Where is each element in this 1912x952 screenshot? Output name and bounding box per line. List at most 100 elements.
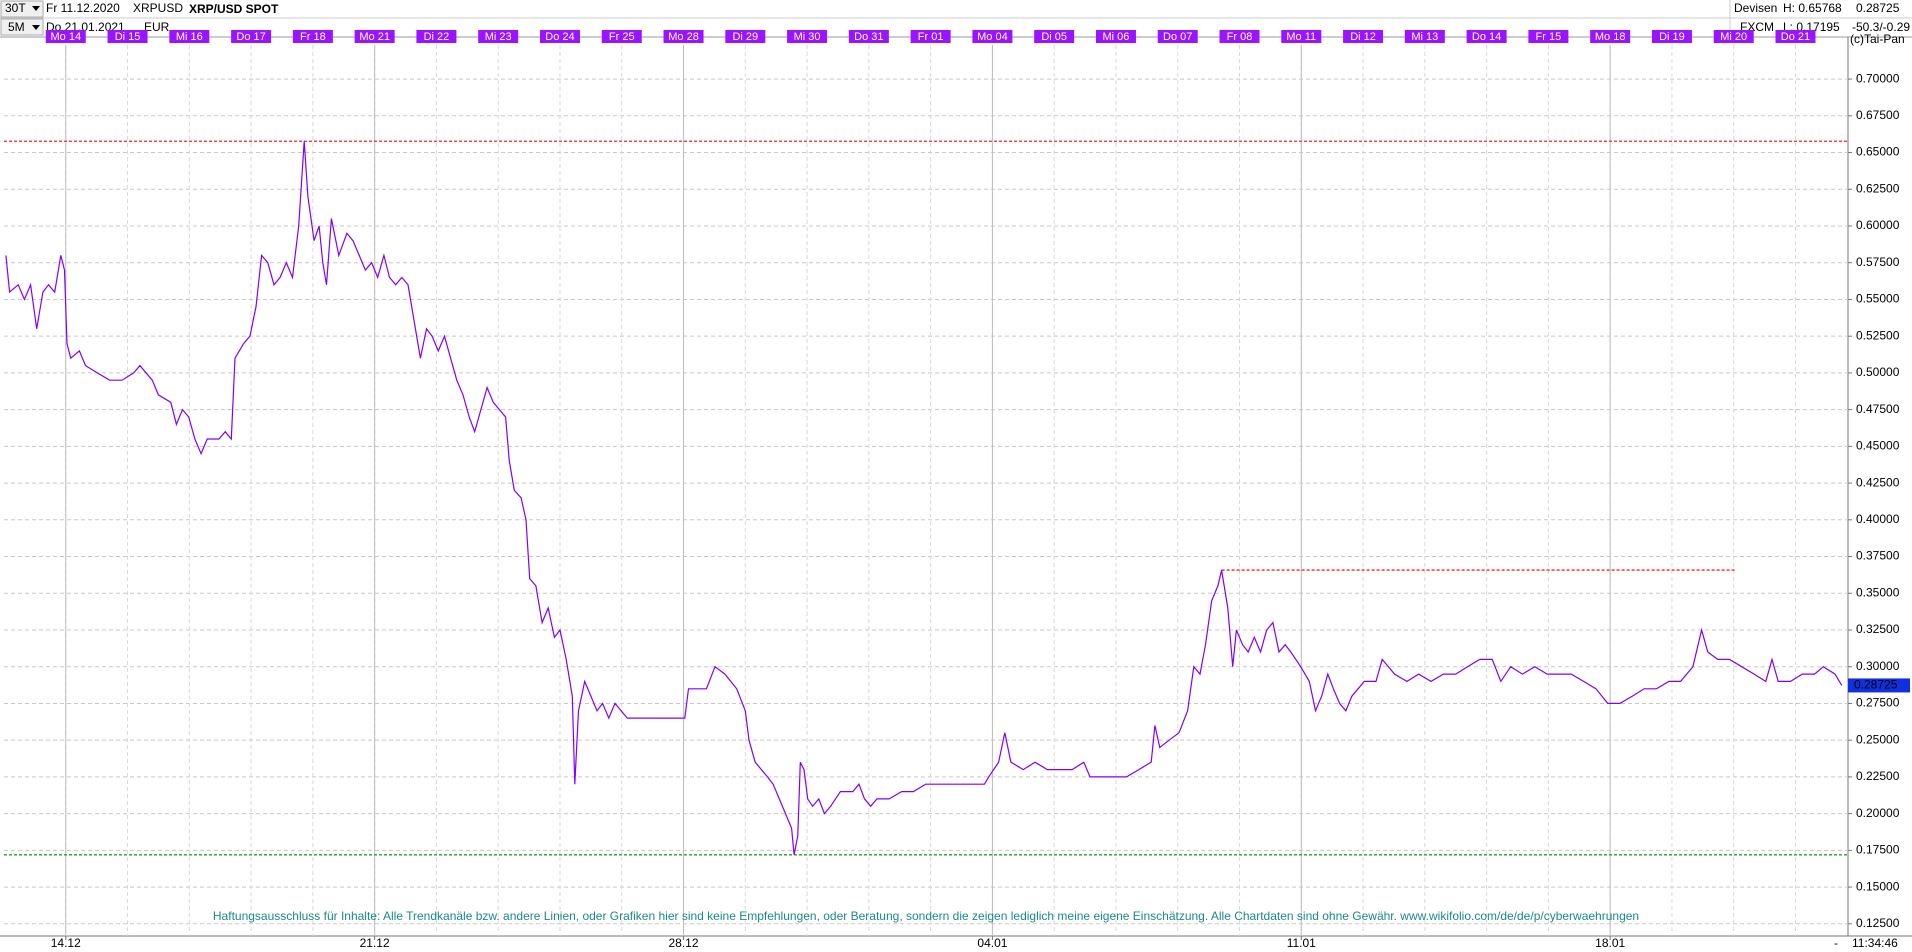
y-tick-label: 0.42500 [1856,475,1900,489]
day-label: Mi 20 [1720,31,1747,43]
day-label-box [1404,30,1445,43]
day-label-box [601,30,642,43]
y-tick-label: 0.67500 [1856,108,1900,122]
day-label-box [787,30,828,43]
price-tag-label: 0.28725 [1854,678,1898,692]
day-label-box [107,30,148,43]
day-label-box [45,30,86,43]
day-label-box [416,30,457,43]
day-label-box [1528,30,1569,43]
price-line [5,141,1843,855]
day-label: Fr 01 [918,31,944,43]
day-label-box [354,30,395,43]
interval[interactable]: 30T [5,1,26,15]
y-tick-label: 0.57500 [1856,255,1900,269]
range-box[interactable] [0,18,44,36]
range[interactable]: 5M [8,20,25,34]
y-tick-label: 0.27500 [1856,696,1900,710]
day-label-box [1775,30,1816,43]
day-label: Mi 13 [1411,31,1438,43]
day-label: Mi 30 [794,31,821,43]
day-label-box [1466,30,1507,43]
high: H: 0.65768 [1783,1,1842,15]
day-label-box [539,30,580,43]
y-tick-label: 0.25000 [1856,732,1900,746]
x-tick-label: 21.12 [360,936,390,950]
day-label-box [1095,30,1136,43]
day-label-box [910,30,951,43]
day-label: Mo 11 [1286,31,1316,43]
day-label: Do 21 [1781,31,1810,43]
y-tick-label: 0.32500 [1856,622,1900,636]
y-tick-label: 0.17500 [1856,843,1900,857]
day-label: Di 29 [732,31,758,43]
y-tick-label: 0.62500 [1856,181,1900,195]
day-label: Fr 15 [1536,31,1562,43]
y-tick-label: 0.37500 [1856,549,1900,563]
day-label: Do 31 [854,31,883,43]
day-label-box [1219,30,1260,43]
day-label: Di 05 [1041,31,1067,43]
chart-title: XRP/USD SPOT [189,2,279,16]
y-tick-label: 0.30000 [1856,659,1900,673]
y-tick-label: 0.47500 [1856,402,1900,416]
day-label: Fr 08 [1227,31,1253,43]
y-tick-label: 0.52500 [1856,328,1900,342]
y-tick-label: 0.50000 [1856,365,1900,379]
interval-box[interactable] [0,0,44,18]
day-label-box [725,30,766,43]
day-label: Mi 23 [485,31,512,43]
disclaimer: Haftungsausschluss für Inhalte: Alle Tre… [213,909,1639,923]
y-tick-label: 0.12500 [1856,916,1900,930]
day-label-box [1157,30,1198,43]
y-tick-label: 0.65000 [1856,145,1900,159]
y-tick-label: 0.55000 [1856,292,1900,306]
day-label-box [231,30,272,43]
day-label: Mo 14 [50,31,81,43]
change: -50.3/-0.29 [1852,20,1910,34]
y-tick-label: 0.40000 [1856,512,1900,526]
currency: EUR [144,20,170,34]
day-label: Di 15 [115,31,141,43]
y-tick-label: 0.45000 [1856,439,1900,453]
x-tick-label: 11.01 [1287,936,1316,950]
y-tick-label: 0.35000 [1856,585,1900,599]
market: Devisen [1734,1,1777,15]
day-label: Do 07 [1163,31,1192,43]
day-label: Mi 06 [1103,31,1130,43]
day-label: Mo 18 [1595,31,1626,43]
time: 11:34:46 [1852,936,1898,950]
symbol: XRPUSD [133,1,183,15]
day-label-box [1281,30,1322,43]
copyright: (c)Tai-Pan [1850,32,1905,46]
dropdown-arrow [32,25,40,30]
y-tick-label: 0.70000 [1856,71,1900,85]
x-tick-label: 18.01 [1595,936,1625,950]
day-label: Fr 18 [300,31,326,43]
day-label-box [1713,30,1754,43]
day-label: Do 17 [236,31,265,43]
day-label-box [1034,30,1075,43]
day-label-box [972,30,1013,43]
day-label-box [478,30,519,43]
y-tick-label: 0.60000 [1856,218,1900,232]
day-label: Di 19 [1659,31,1685,43]
last-price: 0.28725 [1856,1,1900,15]
day-label: Mo 28 [668,31,699,43]
price-tag [1848,678,1910,693]
day-label-box [1651,30,1692,43]
x-tick-label: 04.01 [977,936,1007,950]
day-label: Di 22 [424,31,450,43]
day-label: Di 12 [1350,31,1376,43]
day-label-box [848,30,889,43]
y-tick-label: 0.15000 [1856,879,1900,893]
day-label-box [1590,30,1631,43]
y-tick-label: 0.20000 [1856,806,1900,820]
day-label: Mo 04 [977,31,1008,43]
footer-marker: - [1834,936,1838,950]
day-label-box [1343,30,1384,43]
from-date: Fr 11.12.2020 [46,1,120,15]
day-label-box [169,30,210,43]
